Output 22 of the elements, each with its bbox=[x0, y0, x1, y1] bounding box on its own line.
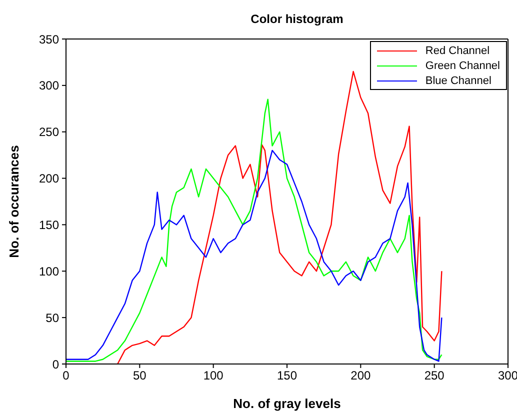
y-tick-label: 350 bbox=[38, 32, 60, 46]
line-series bbox=[66, 150, 442, 362]
y-tick-label: 50 bbox=[46, 310, 60, 325]
y-tick-label: 300 bbox=[38, 78, 60, 93]
x-axis-title: No. of gray levels bbox=[233, 396, 341, 411]
x-tick-label: 0 bbox=[62, 368, 70, 383]
y-tick-label: 100 bbox=[38, 264, 60, 278]
x-tick-label: 250 bbox=[424, 368, 445, 383]
legend-label: Blue Channel bbox=[425, 74, 492, 86]
x-tick-label: 50 bbox=[132, 368, 147, 383]
y-tick-label: 0 bbox=[52, 357, 60, 372]
y-axis-title: No. of occurances bbox=[6, 145, 22, 258]
y-tick-label: 250 bbox=[38, 125, 60, 140]
y-tick-label: 150 bbox=[38, 218, 60, 232]
x-tick-label: 100 bbox=[203, 368, 224, 383]
legend-label: Red Channel bbox=[425, 44, 490, 56]
chart-title: Color histogram bbox=[250, 12, 344, 26]
y-tick-label: 200 bbox=[38, 172, 60, 186]
x-tick-label: 150 bbox=[276, 368, 298, 383]
line-series bbox=[66, 98, 442, 362]
legend-label: Green Channel bbox=[425, 60, 500, 72]
x-tick-label: 200 bbox=[350, 368, 371, 383]
